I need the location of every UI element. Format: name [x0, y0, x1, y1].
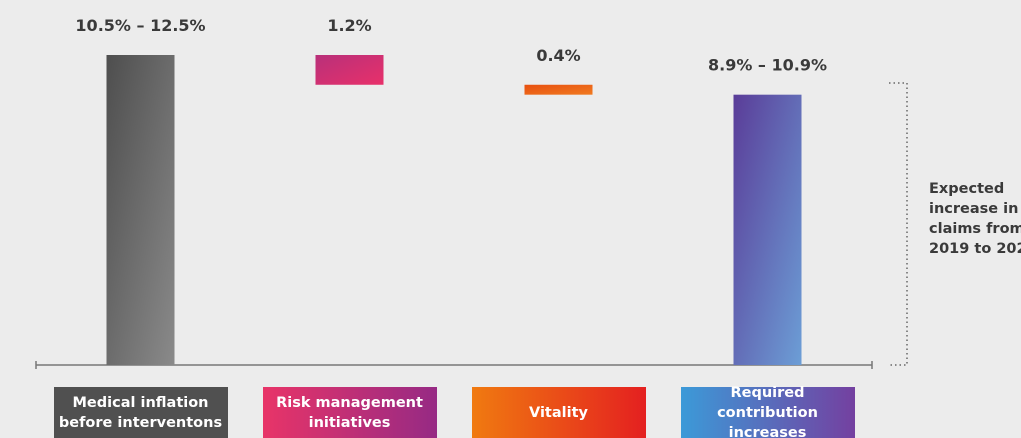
category-label: Required contribution increases — [680, 385, 855, 438]
category-label: Vitality — [471, 387, 646, 438]
bar — [106, 55, 175, 365]
bracket — [889, 82, 908, 366]
value-label: 8.9% – 10.9% — [708, 56, 827, 75]
value-label: 1.2% — [327, 16, 371, 35]
category-label: Medical inflation before interventons — [53, 387, 228, 438]
value-label: 10.5% – 12.5% — [75, 16, 205, 35]
value-label: 0.4% — [536, 46, 580, 65]
bar — [733, 94, 802, 366]
category-label: Risk management initiatives — [262, 387, 437, 438]
bar — [315, 55, 384, 85]
bar — [524, 84, 593, 95]
annotation: Expected increase in claims from 2019 to… — [929, 181, 1021, 257]
